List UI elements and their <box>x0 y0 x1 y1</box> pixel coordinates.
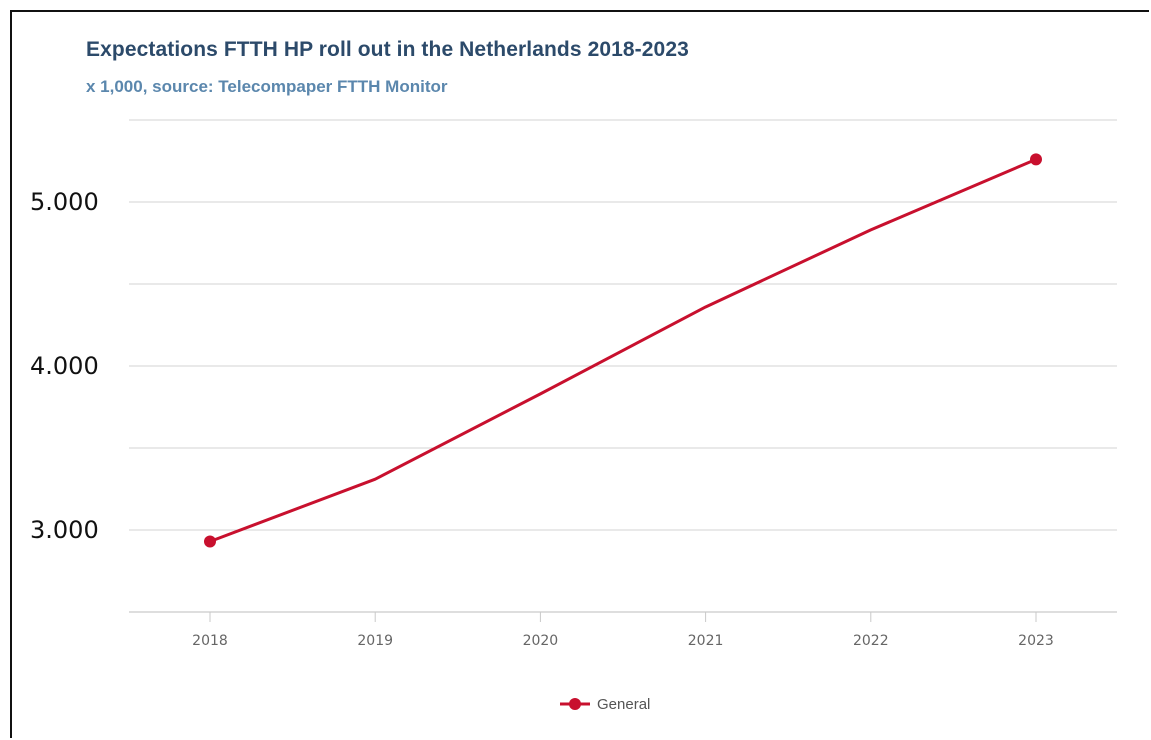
y-tick-label: 3.000 <box>30 516 99 544</box>
chart-title: Expectations FTTH HP roll out in the Net… <box>86 38 689 61</box>
legend[interactable]: General <box>560 696 650 713</box>
data-point <box>1030 153 1042 166</box>
x-tick-label: 2019 <box>357 633 393 649</box>
y-axis-ticks: 3.000 4.000 5.000 <box>30 188 99 544</box>
legend-item-general[interactable]: General <box>560 696 650 713</box>
x-tick-label: 2018 <box>192 633 228 649</box>
y-tick-label: 4.000 <box>30 352 99 380</box>
y-tick-label: 5.000 <box>30 188 99 216</box>
series-general <box>204 153 1042 548</box>
x-tick-label: 2020 <box>523 633 559 649</box>
gridlines <box>129 119 1117 613</box>
x-axis: 2018 2019 2020 2021 2022 2023 <box>192 612 1054 649</box>
x-tick-label: 2023 <box>1018 633 1054 649</box>
x-tick-label: 2022 <box>853 633 889 649</box>
x-tick-label: 2021 <box>688 633 724 649</box>
legend-marker <box>569 698 581 710</box>
chart-subtitle: x 1,000, source: Telecompaper FTTH Monit… <box>86 77 448 96</box>
series-line <box>208 157 1038 543</box>
legend-label: General <box>597 696 650 713</box>
data-point <box>204 535 216 548</box>
